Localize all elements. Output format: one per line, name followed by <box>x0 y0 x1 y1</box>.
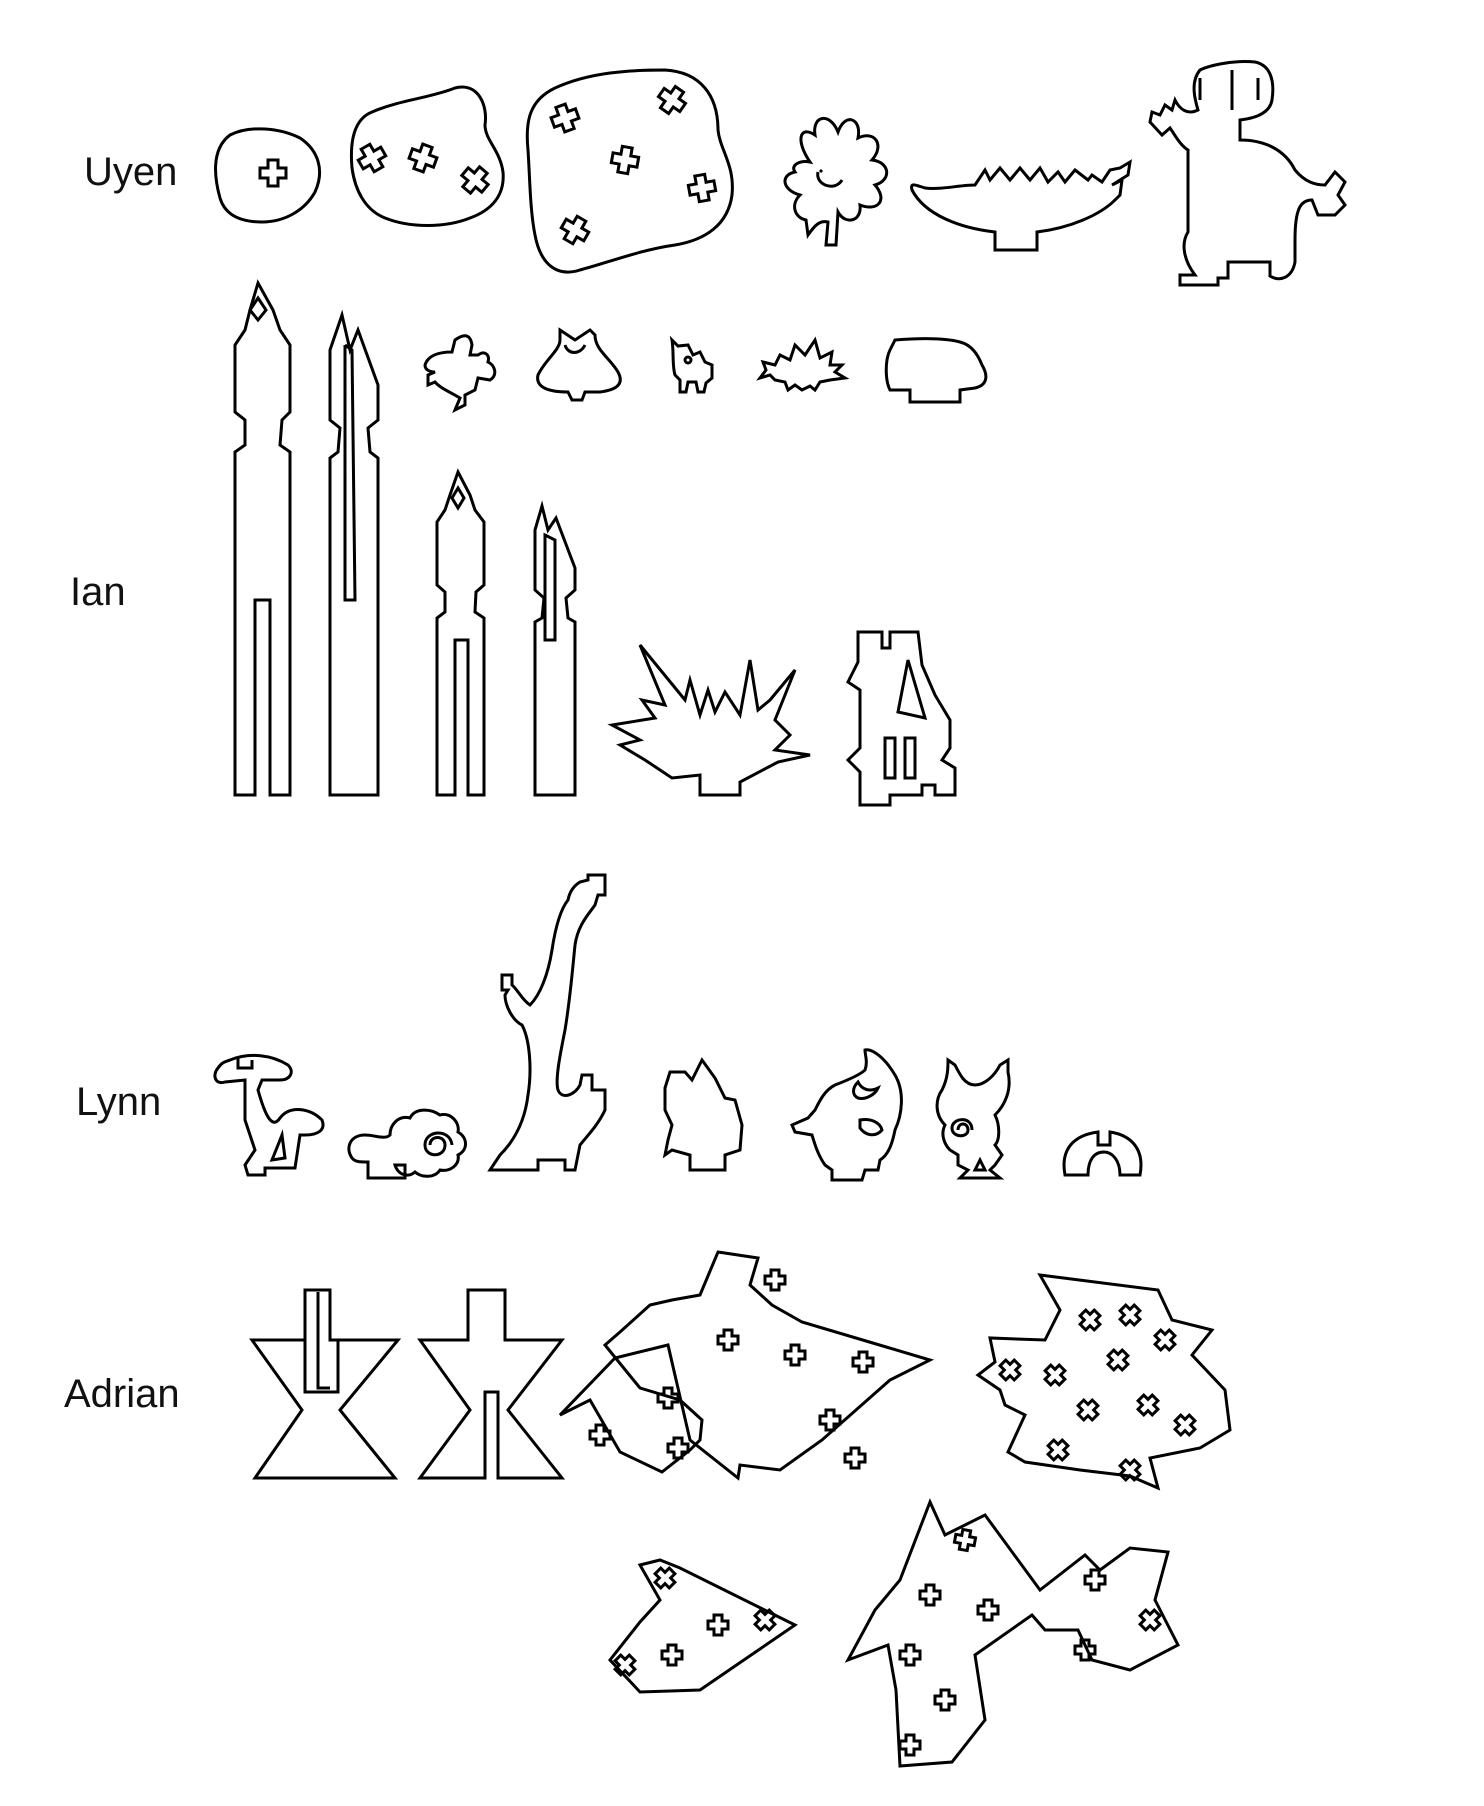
ian-tower-tall-2 <box>328 309 380 797</box>
adrian-star-stand-2 <box>417 1288 566 1480</box>
lynn-mushrooms <box>213 1053 325 1177</box>
ian-tower-mid-2 <box>533 500 577 797</box>
uyen-blob-large <box>525 68 734 274</box>
uyen-blob-medium <box>349 85 505 227</box>
row-label-uyen: Uyen <box>84 150 178 194</box>
uyen-blob-small <box>214 127 322 224</box>
ian-small-bug <box>669 335 714 394</box>
lynn-snail-cloud <box>347 1108 467 1180</box>
ian-rock-stump <box>884 337 988 404</box>
lynn-arch-stump <box>1062 1130 1143 1177</box>
uyen-flower <box>783 117 889 247</box>
adrian-star-stand-1 <box>249 1288 402 1480</box>
ian-spiky-bush <box>756 336 850 393</box>
adrian-dotted-panel-2 <box>975 1273 1232 1491</box>
ian-castle-tower <box>845 630 957 807</box>
row-label-ian: Ian <box>70 570 126 614</box>
ian-tower-tall-1 <box>233 279 292 797</box>
adrian-dotted-panel-4 <box>844 1498 1181 1768</box>
row-label-lynn: Lynn <box>76 1080 162 1124</box>
ian-spike-burst <box>607 644 811 797</box>
lynn-crystal <box>662 1057 744 1172</box>
ian-fish-creature <box>423 334 497 414</box>
row-label-adrian: Adrian <box>64 1372 180 1416</box>
lynn-horned-creature <box>790 1048 903 1182</box>
lynn-fox-creature <box>935 1057 1011 1180</box>
ian-tower-mid-1 <box>435 468 486 797</box>
adrian-dotted-panel-1 <box>558 1250 935 1481</box>
uyen-robot <box>1148 60 1347 287</box>
adrian-dotted-panel-3 <box>608 1558 798 1694</box>
uyen-crocodile <box>910 159 1132 252</box>
ian-onion-bulb <box>536 327 622 402</box>
lynn-tree-trunk <box>487 873 607 1172</box>
